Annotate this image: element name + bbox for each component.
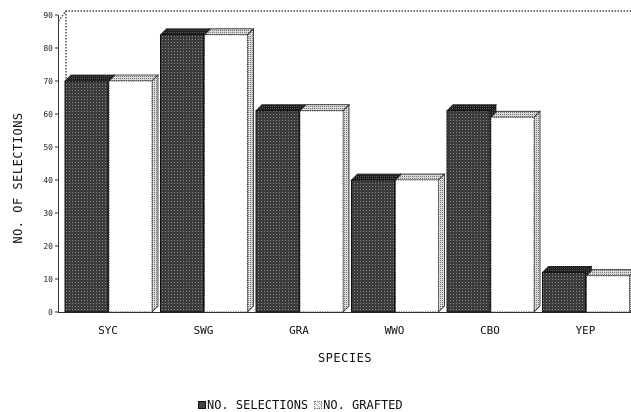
- legend-swatch-selections: [198, 401, 206, 409]
- y-tick-label: 20: [43, 242, 53, 251]
- y-tick-label: 60: [43, 110, 53, 119]
- legend: NO. SELECTIONS NO. GRAFTED: [198, 398, 403, 412]
- bar-grafted-yep: [585, 269, 631, 313]
- y-tick-label: 90: [43, 11, 53, 20]
- y-tick-label: 10: [43, 275, 53, 284]
- legend-swatch-grafted: [314, 401, 323, 409]
- bar-selections-swg: [159, 27, 211, 313]
- legend-label-grafted: NO. GRAFTED: [323, 398, 403, 412]
- y-tick-label: 80: [43, 44, 53, 53]
- y-tick-label: 30: [43, 209, 53, 218]
- bar-selections-cbo: [446, 103, 497, 313]
- x-category-label: CBO: [480, 324, 500, 337]
- bar-grafted-gra: [299, 103, 350, 313]
- y-tick-label: 70: [43, 77, 53, 86]
- bar-selections-syc: [64, 74, 115, 313]
- x-category-label: YEP: [576, 324, 596, 337]
- bar-grafted-wwo: [394, 173, 446, 313]
- x-axis-categories: SYC SWG GRA WWO CBO YEP: [98, 324, 596, 337]
- x-category-label: WWO: [385, 324, 405, 337]
- bar-selections-wwo: [350, 173, 402, 313]
- bar-selections-yep: [541, 265, 593, 313]
- bar-grafted-cbo: [490, 110, 541, 313]
- bars: [64, 27, 631, 313]
- bar-selections-gra: [255, 103, 306, 313]
- y-tick-label: 0: [48, 308, 53, 317]
- x-axis-title: SPECIES: [318, 351, 372, 365]
- y-tick-label: 50: [43, 143, 53, 152]
- back-wall-top: [57, 10, 631, 22]
- bar-grafted-syc: [108, 74, 159, 313]
- y-axis-title: NO. OF SELECTIONS: [11, 112, 25, 243]
- x-category-label: GRA: [289, 324, 309, 337]
- x-category-label: SYC: [98, 324, 118, 337]
- x-category-label: SWG: [194, 324, 214, 337]
- legend-label-selections: NO. SELECTIONS: [207, 398, 309, 412]
- y-tick-label: 40: [43, 176, 53, 185]
- y-axis-ticks: 0 10 20 30 40 50 60 70 80 90: [43, 11, 58, 317]
- bar-grafted-swg: [203, 27, 255, 313]
